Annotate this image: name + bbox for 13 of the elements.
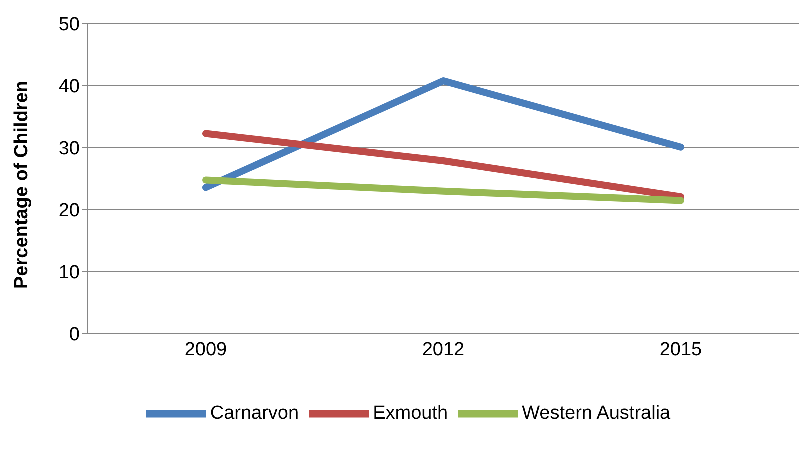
legend-label: Exmouth <box>373 403 448 424</box>
x-tick-label: 2015 <box>660 339 702 360</box>
y-tick-label: 0 <box>69 324 80 346</box>
y-tick-label: 40 <box>58 76 80 98</box>
legend-label: Western Australia <box>522 403 671 424</box>
y-tick-label: 20 <box>58 200 80 222</box>
x-tick-label: 2009 <box>184 339 228 360</box>
y-tick-label: 50 <box>58 14 80 36</box>
legend-label: Carnarvon <box>210 403 300 424</box>
y-tick-label: 30 <box>58 138 80 160</box>
y-tick-label: 10 <box>58 262 80 284</box>
y-axis-title: Percentage of Children <box>12 81 33 289</box>
x-tick-label: 2012 <box>422 339 465 360</box>
